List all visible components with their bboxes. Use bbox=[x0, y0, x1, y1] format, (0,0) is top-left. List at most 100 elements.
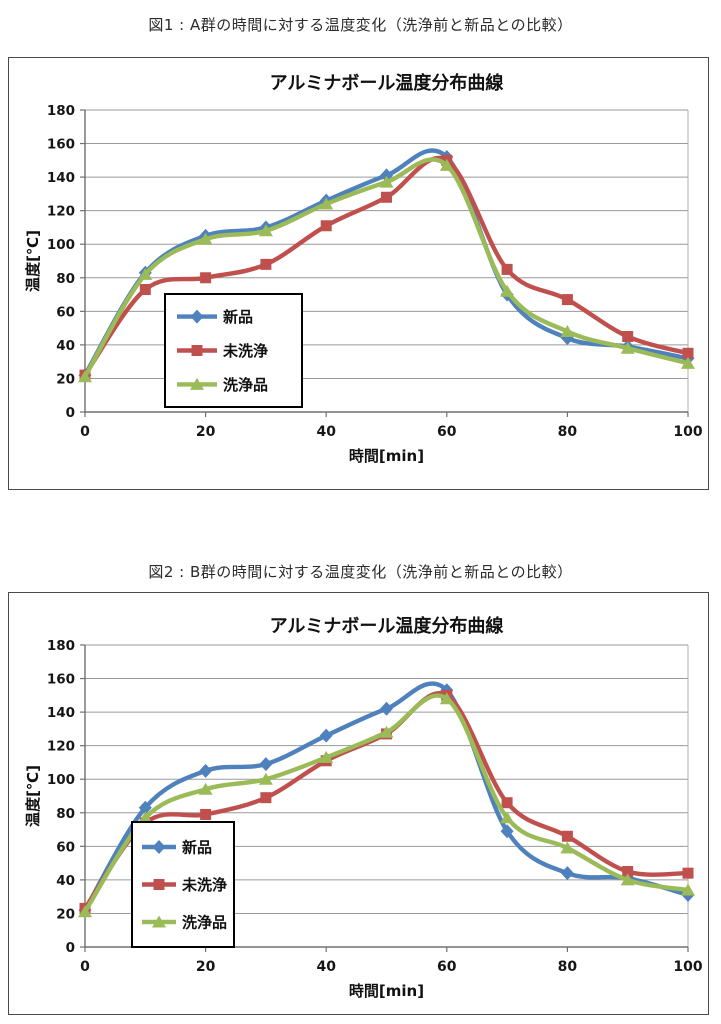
series-1-marker-4 bbox=[320, 220, 332, 232]
figure2-caption: 図2 : B群の時間に対する温度変化（洗浄前と新品との比較） bbox=[148, 563, 573, 581]
y-tick-label: 60 bbox=[56, 839, 75, 855]
legend-square-icon bbox=[191, 345, 203, 356]
series-1-marker-2 bbox=[200, 272, 212, 284]
legend-label-2: 洗浄品 bbox=[223, 376, 268, 394]
x-tick-label: 0 bbox=[80, 424, 90, 440]
series-2-marker-9 bbox=[620, 341, 635, 354]
series-1-marker-9 bbox=[622, 331, 634, 342]
series-0-marker-5 bbox=[380, 701, 393, 716]
series-2-marker-8 bbox=[560, 841, 575, 854]
x-tick-label: 80 bbox=[558, 959, 578, 975]
y-tick-label: 140 bbox=[47, 705, 75, 721]
x-tick-label: 100 bbox=[673, 959, 702, 975]
series-1-marker-1 bbox=[139, 284, 151, 296]
legend-label-1: 未洗浄 bbox=[222, 342, 268, 360]
series-2-marker-7 bbox=[500, 284, 515, 297]
x-tick-label: 40 bbox=[316, 424, 336, 440]
series-2-marker-1 bbox=[138, 811, 153, 824]
x-axis-title: 時間[min] bbox=[349, 982, 424, 1000]
x-tick-label: 20 bbox=[196, 959, 216, 975]
series-2-marker-10 bbox=[681, 356, 695, 369]
series-2-marker-3 bbox=[258, 224, 273, 237]
y-tick-label: 20 bbox=[56, 906, 75, 922]
x-tick-label: 100 bbox=[673, 424, 702, 440]
legend-diamond-icon bbox=[152, 840, 166, 854]
figure2-chart-panel: アルミナボール温度分布曲線 0 20 40 60 80 100 120 140 160 180 0 20… bbox=[8, 592, 709, 1015]
series-0-marker-2 bbox=[199, 763, 213, 778]
y-tick-label: 180 bbox=[47, 103, 75, 119]
y-tick-label: 40 bbox=[56, 873, 75, 889]
y-tick-label: 20 bbox=[56, 371, 75, 387]
figure1-caption: 図1 : A群の時間に対する温度変化（洗浄前と新品との比較） bbox=[148, 16, 573, 34]
y-tick-label: 140 bbox=[47, 170, 75, 186]
series-2-marker-6 bbox=[439, 158, 454, 171]
y-tick-label: 160 bbox=[47, 672, 75, 688]
series-1-marker-7 bbox=[501, 797, 513, 809]
chart-title: アルミナボール温度分布曲線 bbox=[270, 72, 504, 94]
figure1-chart-panel: アルミナボール温度分布曲線 0 20 40 60 80 100 120 140 160 180 0 20… bbox=[8, 57, 709, 490]
legend-triangle-icon bbox=[190, 377, 204, 390]
y-tick-label: 100 bbox=[47, 237, 75, 253]
y-tick-label: 0 bbox=[66, 405, 75, 421]
y-tick-label: 60 bbox=[56, 304, 75, 320]
y-tick-label: 180 bbox=[47, 638, 75, 654]
y-tick-label: 120 bbox=[47, 204, 75, 220]
series-2-marker-3 bbox=[258, 772, 273, 785]
series-2-marker-4 bbox=[319, 197, 334, 210]
series-2-marker-9 bbox=[620, 873, 635, 886]
series-1-marker-5 bbox=[381, 191, 392, 203]
y-tick-label: 80 bbox=[56, 271, 75, 287]
y-tick-label: 160 bbox=[47, 137, 75, 153]
legend-diamond-icon bbox=[190, 309, 204, 324]
series-2-marker-2 bbox=[198, 232, 213, 245]
x-tick-label: 20 bbox=[196, 424, 216, 440]
y-tick-label: 0 bbox=[66, 940, 75, 956]
series-1-marker-9 bbox=[622, 866, 634, 877]
chart-title: アルミナボール温度分布曲線 bbox=[270, 615, 504, 637]
series-2-marker-1 bbox=[138, 267, 153, 280]
series-2-marker-5 bbox=[379, 175, 394, 188]
series-1-marker-8 bbox=[561, 830, 573, 842]
series-2-marker-0 bbox=[78, 905, 92, 918]
series-1-marker-3 bbox=[260, 258, 272, 270]
series-1-marker-10 bbox=[682, 867, 694, 879]
series-2-marker-0 bbox=[78, 370, 92, 383]
y-axis-title: 温度[℃] bbox=[24, 230, 42, 292]
series-1-marker-10 bbox=[682, 347, 694, 359]
series-1-marker-3 bbox=[260, 792, 272, 804]
y-tick-label: 80 bbox=[56, 806, 75, 822]
series-2-marker-5 bbox=[379, 725, 394, 738]
y-tick-label: 120 bbox=[47, 739, 75, 755]
y-axis-title: 温度[℃] bbox=[24, 765, 42, 827]
x-axis-title: 時間[min] bbox=[349, 447, 424, 465]
series-2-marker-10 bbox=[681, 883, 695, 896]
legend-label-0: 新品 bbox=[182, 839, 212, 857]
series-0-marker-1 bbox=[138, 800, 152, 815]
temperature-chart-svg-a: アルミナボール温度分布曲線 0 20 40 60 80 100 120 140 160 180 0 20… bbox=[24, 72, 703, 465]
legend-label-2: 洗浄品 bbox=[182, 914, 227, 932]
x-tick-label: 60 bbox=[437, 959, 457, 975]
legend-label-1: 未洗浄 bbox=[181, 876, 227, 894]
series-0-marker-3 bbox=[259, 757, 273, 772]
y-tick-label: 40 bbox=[56, 338, 75, 354]
series-1-marker-2 bbox=[200, 808, 212, 820]
series-2-marker-2 bbox=[198, 782, 213, 795]
legend-triangle-icon bbox=[152, 915, 166, 928]
series-2-marker-4 bbox=[319, 750, 334, 763]
x-tick-label: 40 bbox=[316, 959, 336, 975]
series-2-marker-6 bbox=[439, 692, 454, 705]
series-0-marker-8 bbox=[560, 866, 574, 881]
series-0-marker-7 bbox=[500, 824, 514, 839]
x-tick-label: 0 bbox=[80, 959, 90, 975]
y-tick-label: 100 bbox=[47, 772, 75, 788]
series-1-marker-7 bbox=[501, 263, 513, 275]
series-2-marker-8 bbox=[560, 324, 575, 337]
x-tick-label: 60 bbox=[437, 424, 457, 440]
series-1-marker-8 bbox=[561, 294, 573, 306]
series-0-marker-4 bbox=[319, 728, 333, 743]
series-2-marker-7 bbox=[500, 811, 515, 824]
x-tick-label: 80 bbox=[558, 424, 578, 440]
temperature-chart-svg-b: アルミナボール温度分布曲線 0 20 40 60 80 100 120 140 160 180 0 20… bbox=[24, 615, 703, 1000]
legend-label-0: 新品 bbox=[223, 308, 253, 326]
legend-square-icon bbox=[153, 879, 165, 890]
